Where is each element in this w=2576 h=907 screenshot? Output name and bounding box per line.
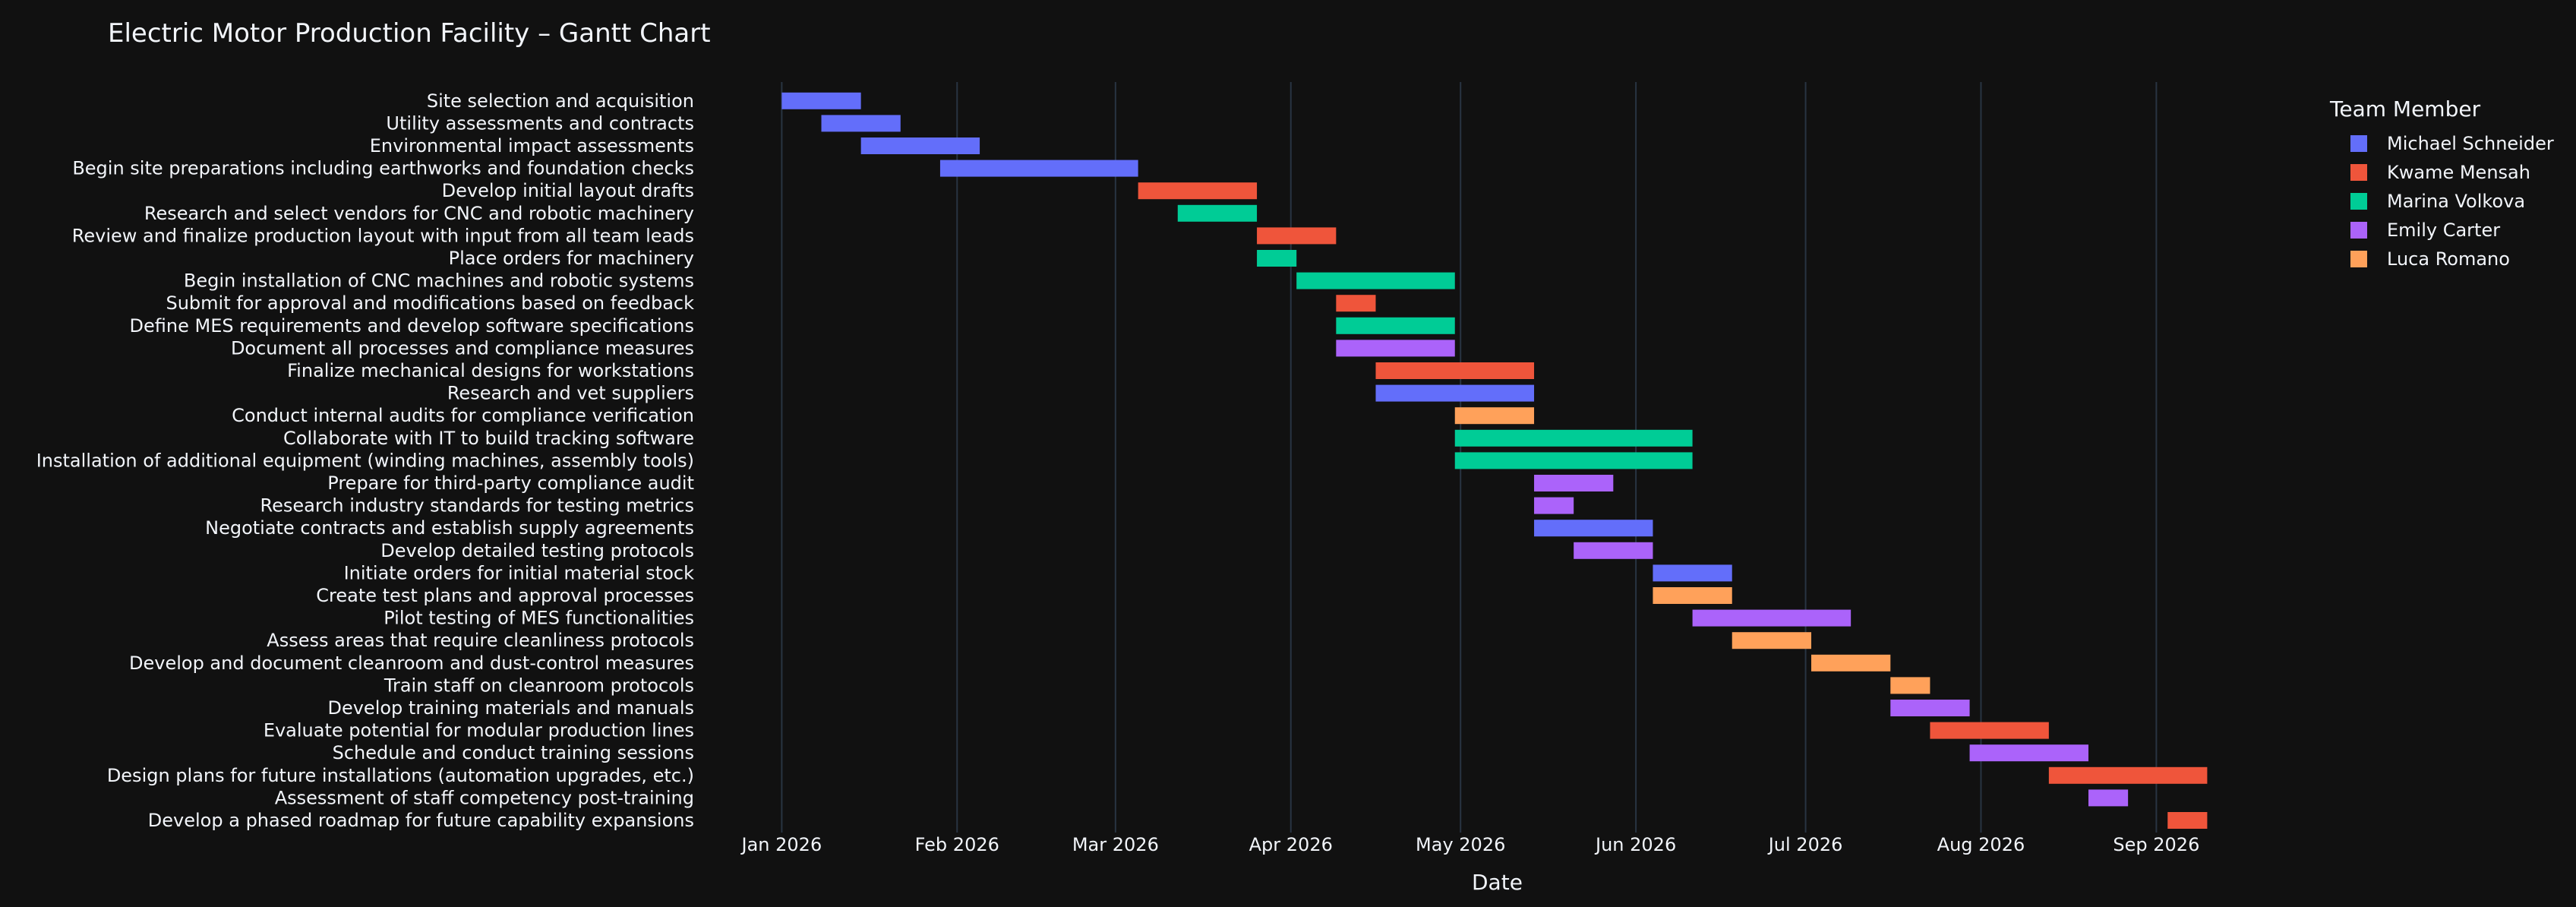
task-label: Research industry standards for testing … xyxy=(260,495,695,517)
legend-title: Team Member xyxy=(2330,96,2481,122)
task-bars xyxy=(781,92,2208,829)
legend: Team Member Michael Schneider Kwame Mensa… xyxy=(2330,96,2554,273)
task-label: Document all processes and compliance me… xyxy=(231,337,694,359)
legend-swatch xyxy=(2350,251,2367,267)
task-label: Pilot testing of MES functionalities xyxy=(384,608,694,629)
task-label: Installation of additional equipment (wi… xyxy=(36,450,694,471)
x-tick-labels: Jan 2026 Feb 2026 Mar 2026 Apr 2026 May 2026… xyxy=(740,834,2200,855)
task-bar xyxy=(1375,362,1535,379)
task-bar xyxy=(1375,384,1535,402)
task-label: Research and select vendors for CNC and … xyxy=(144,203,694,224)
task-bar xyxy=(1177,204,1258,222)
task-label: Begin site preparations including earthw… xyxy=(72,158,694,179)
x-axis-title: Date xyxy=(1472,870,1523,895)
task-label: Evaluate potential for modular productio… xyxy=(264,720,694,741)
task-bar xyxy=(1811,654,1891,672)
chart-title: Electric Motor Production Facility – Gan… xyxy=(108,18,711,49)
x-tick-label: Jan 2026 xyxy=(740,834,822,855)
task-label: Utility assessments and contracts xyxy=(386,112,694,134)
task-label: Develop detailed testing protocols xyxy=(380,540,694,561)
x-tick-label: Jun 2026 xyxy=(1594,834,1676,855)
x-tick-label: May 2026 xyxy=(1416,834,1505,855)
task-label: Create test plans and approval processes xyxy=(316,585,694,606)
legend-item[interactable]: Michael Schneider xyxy=(2330,129,2554,158)
task-label: Conduct internal audits for compliance v… xyxy=(232,405,694,426)
task-label: Site selection and acquisition xyxy=(427,90,694,112)
legend-label: Michael Schneider xyxy=(2387,133,2554,154)
task-label: Research and vet suppliers xyxy=(447,383,694,404)
x-tick-label: Mar 2026 xyxy=(1072,834,1159,855)
task-bar xyxy=(821,115,901,132)
task-bar xyxy=(1969,744,2088,762)
task-bar xyxy=(1336,317,1455,334)
task-bar xyxy=(1574,542,1653,559)
task-bar xyxy=(1257,250,1297,267)
legend-item[interactable]: Marina Volkova xyxy=(2330,187,2554,216)
task-bar xyxy=(1257,227,1337,245)
task-bar xyxy=(1732,632,1812,649)
task-label: Schedule and conduct training sessions xyxy=(333,742,694,763)
legend-label: Luca Romano xyxy=(2387,248,2510,270)
task-bar xyxy=(1138,182,1258,200)
legend-swatch xyxy=(2350,164,2367,181)
task-label: Design plans for future installations (a… xyxy=(107,765,694,786)
legend-item[interactable]: Luca Romano xyxy=(2330,245,2554,273)
task-bar xyxy=(1534,475,1614,491)
task-bar xyxy=(1534,497,1574,514)
task-bar xyxy=(2048,766,2208,784)
task-label: Place orders for machinery xyxy=(449,248,694,269)
x-tick-label: Jul 2026 xyxy=(1767,834,1843,855)
task-bar xyxy=(1930,722,2049,739)
task-label: Negotiate contracts and establish supply… xyxy=(205,517,694,539)
task-label: Begin installation of CNC machines and r… xyxy=(184,270,694,292)
task-label: Develop initial layout drafts xyxy=(442,180,694,201)
legend-swatch xyxy=(2350,193,2367,210)
task-bar xyxy=(939,160,1138,177)
legend-label: Marina Volkova xyxy=(2387,191,2526,212)
task-bar xyxy=(1534,520,1653,537)
task-label: Define MES requirements and develop soft… xyxy=(130,315,694,337)
legend-item[interactable]: Kwame Mensah xyxy=(2330,158,2554,187)
x-tick-label: Sep 2026 xyxy=(2113,834,2199,855)
task-label: Review and finalize production layout wi… xyxy=(72,225,694,246)
legend-swatch xyxy=(2350,135,2367,152)
task-bar xyxy=(1454,452,1693,469)
x-tick-label: Apr 2026 xyxy=(1249,834,1333,855)
legend-swatch xyxy=(2350,222,2367,239)
task-bar xyxy=(1653,564,1732,582)
task-bar xyxy=(1653,587,1732,604)
task-bar xyxy=(2167,812,2208,829)
task-label: Develop and document cleanroom and dust-… xyxy=(129,653,694,674)
task-label: Assess areas that require cleanliness pr… xyxy=(267,630,694,651)
task-bar xyxy=(781,92,861,109)
task-label: Collaborate with IT to build tracking so… xyxy=(283,428,694,449)
x-tick-label: Aug 2026 xyxy=(1937,834,2025,855)
task-label: Environmental impact assessments xyxy=(370,135,694,156)
legend-item[interactable]: Emily Carter xyxy=(2330,216,2554,245)
task-label: Train staff on cleanroom protocols xyxy=(384,675,694,696)
task-bar xyxy=(1336,340,1455,357)
task-bar xyxy=(860,137,980,154)
task-bar xyxy=(2088,789,2129,807)
task-label: Submit for approval and modifications ba… xyxy=(166,292,694,314)
task-bar xyxy=(1890,700,1970,716)
legend-label: Kwame Mensah xyxy=(2387,162,2530,183)
task-bar xyxy=(1296,272,1455,289)
task-bar xyxy=(1454,429,1693,447)
x-tick-label: Feb 2026 xyxy=(915,834,999,855)
legend-label: Emily Carter xyxy=(2387,220,2501,241)
task-label: Prepare for third-party compliance audit xyxy=(327,472,694,494)
legend-items: Michael Schneider Kwame Mensah Marina Volk… xyxy=(2330,129,2554,273)
task-label: Develop training materials and manuals xyxy=(327,697,694,719)
task-bar xyxy=(1336,295,1376,312)
task-label: Initiate orders for initial material sto… xyxy=(344,562,695,583)
task-bar xyxy=(1692,609,1852,627)
task-label: Develop a phased roadmap for future capa… xyxy=(148,810,694,831)
task-bar xyxy=(1454,407,1535,425)
task-label: Assessment of staff competency post-trai… xyxy=(275,787,694,808)
task-label: Finalize mechanical designs for workstat… xyxy=(287,360,694,381)
task-bar xyxy=(1890,677,1930,694)
